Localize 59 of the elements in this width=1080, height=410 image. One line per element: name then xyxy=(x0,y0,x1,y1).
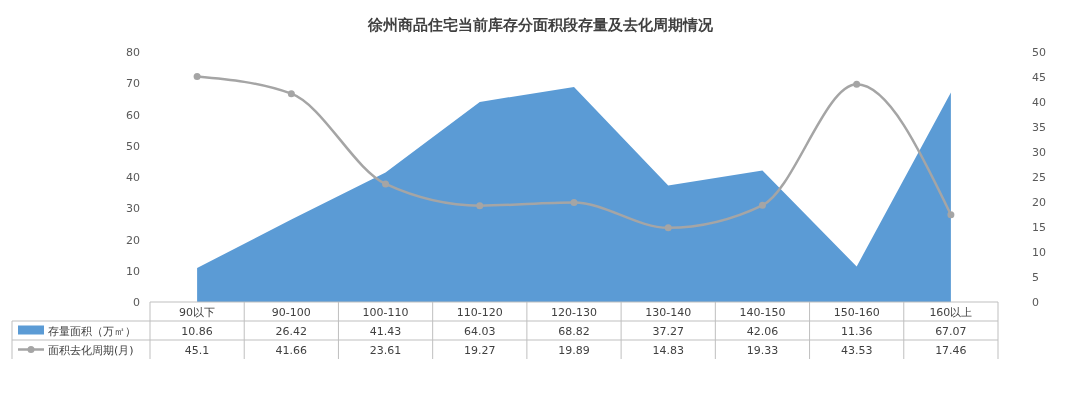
point xyxy=(664,224,672,232)
data-label: 10.86 xyxy=(181,324,213,338)
data-label: 68.82 xyxy=(558,324,590,338)
y-tick-label: 10 xyxy=(126,264,140,278)
data-label: 26.42 xyxy=(275,324,308,338)
data-label: 11.36 xyxy=(840,324,873,338)
point xyxy=(193,73,201,80)
point xyxy=(947,211,955,219)
y-tick-label: 0 xyxy=(133,296,140,309)
y2-tick-label: 50 xyxy=(1032,46,1046,59)
data-label: 41.43 xyxy=(369,324,402,338)
y-tick-label: 40 xyxy=(126,171,140,184)
y2-tick-label: 15 xyxy=(1032,221,1046,234)
chart-title: 徐州商品住宅当前库存分面积段存量及去化周期情况 xyxy=(366,16,714,34)
point xyxy=(476,202,484,210)
point xyxy=(287,90,295,98)
y2-tick-label: 25 xyxy=(1032,171,1046,184)
x-tick-label: 120-130 xyxy=(551,306,597,319)
data-label: 45.1 xyxy=(184,343,210,357)
y2-tick-label: 45 xyxy=(1032,71,1046,84)
x-tick-label: 90-100 xyxy=(271,306,311,319)
y2-tick-label: 20 xyxy=(1032,196,1046,209)
data-label: 64.03 xyxy=(464,324,496,338)
data-label: 19.89 xyxy=(558,343,590,357)
data-label: 14.83 xyxy=(652,343,684,357)
point xyxy=(758,201,766,209)
data-label: 23.61 xyxy=(369,343,402,357)
data-label: 41.66 xyxy=(275,343,308,357)
data-label: 17.46 xyxy=(935,343,967,357)
point xyxy=(570,199,578,207)
x-tick-label: 130-140 xyxy=(645,306,692,319)
data-label: 67.07 xyxy=(935,324,967,338)
y-tick-label: 60 xyxy=(126,108,140,122)
x-tick-label: 100-110 xyxy=(362,306,409,319)
y2-tick-label: 0 xyxy=(1032,296,1039,309)
data-label: 19.33 xyxy=(746,343,779,357)
point xyxy=(853,80,861,88)
y-tick-label: 30 xyxy=(126,202,140,216)
y2-tick-label: 35 xyxy=(1032,121,1046,134)
data-label: 43.53 xyxy=(840,343,873,357)
x-tick-label: 150-160 xyxy=(833,306,880,319)
y2-tick-label: 10 xyxy=(1032,246,1046,259)
data-label: 19.27 xyxy=(464,343,496,357)
data-label: 42.06 xyxy=(746,324,779,338)
point xyxy=(382,180,390,188)
x-tick-label: 90以下 xyxy=(179,306,216,319)
legend-label: 面积去化周期(月) xyxy=(48,343,134,357)
y2-tick-label: 30 xyxy=(1032,146,1046,159)
y-tick-label: 20 xyxy=(126,233,140,247)
y2-tick-label: 5 xyxy=(1032,271,1039,284)
x-tick-label: 140-150 xyxy=(739,306,786,319)
data-label: 37.27 xyxy=(652,324,684,338)
y-tick-label: 80 xyxy=(126,46,140,59)
y2-tick-label: 40 xyxy=(1032,96,1046,109)
x-tick-label: 110-120 xyxy=(456,306,503,319)
x-tick-label: 160以上 xyxy=(929,306,973,319)
y-tick-label: 50 xyxy=(126,139,140,153)
y-tick-label: 70 xyxy=(126,77,140,91)
legend-label: 存量面积（万㎡） xyxy=(48,324,136,338)
